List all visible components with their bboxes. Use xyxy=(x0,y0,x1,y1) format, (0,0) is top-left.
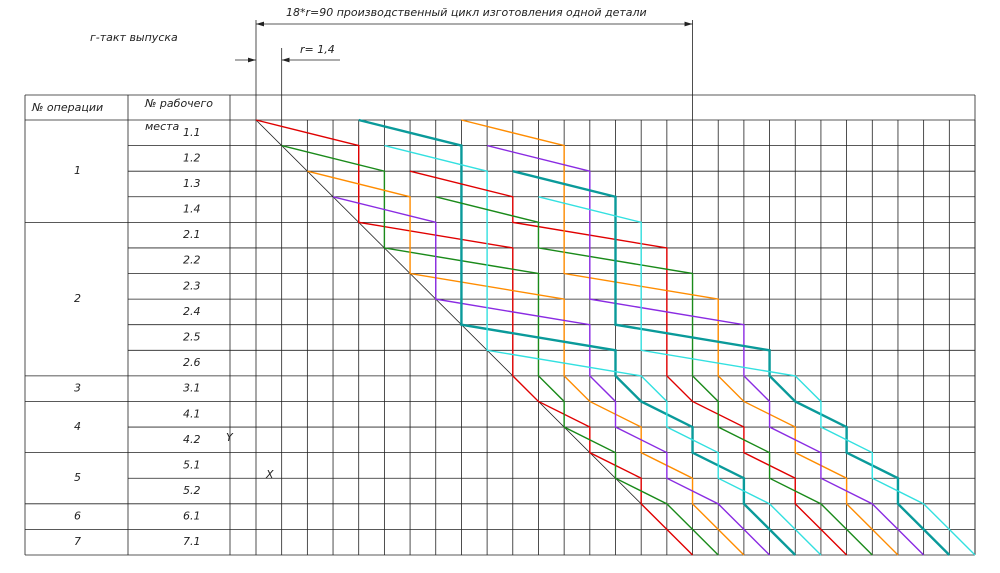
workplace-header: места xyxy=(145,120,180,133)
workplace-label: 2.2 xyxy=(183,254,201,267)
operation-header: № операции xyxy=(31,101,103,114)
diagonal xyxy=(255,119,693,556)
detail-path xyxy=(538,196,976,556)
workplace-label: 2.4 xyxy=(183,305,201,318)
workplace-label: 4.1 xyxy=(183,407,201,420)
workplace-label: 1.2 xyxy=(183,151,201,164)
operation-label: 5 xyxy=(74,471,81,484)
detail-path xyxy=(512,170,951,556)
workplace-label: 4.2 xyxy=(183,433,201,446)
operation-label: 1 xyxy=(74,164,81,177)
detail-path xyxy=(307,170,745,556)
takt-label: г-такт выпуска xyxy=(90,31,178,44)
operation-label: 3 xyxy=(74,382,81,395)
workplace-label: 5.1 xyxy=(183,458,201,471)
detail-path xyxy=(486,144,925,556)
workplace-label: 5.2 xyxy=(183,484,201,497)
detail-path xyxy=(281,144,719,556)
detail-path xyxy=(358,118,797,556)
workplace-label: 1.1 xyxy=(183,126,201,139)
cycle-label: 18*r=90 производственный цикл изготовлен… xyxy=(286,6,647,19)
workplace-label: 1.4 xyxy=(183,203,201,216)
operation-label: 2 xyxy=(74,292,81,305)
axis-mark: X xyxy=(265,468,274,481)
workplace-label: 3.1 xyxy=(183,382,201,395)
takt-value: r= 1,4 xyxy=(300,43,335,56)
workplace-label: 2.3 xyxy=(183,279,201,292)
detail-path xyxy=(461,119,899,556)
detail-path xyxy=(435,196,873,556)
workplace-label: 7.1 xyxy=(183,535,201,548)
workplace-label: 2.5 xyxy=(183,331,201,344)
workplace-label: 2.6 xyxy=(183,356,201,369)
detail-path xyxy=(384,144,822,556)
detail-path xyxy=(409,170,848,556)
operation-label: 6 xyxy=(74,510,81,523)
workplace-label: 6.1 xyxy=(183,510,201,523)
workplace-label: 1.3 xyxy=(183,177,201,190)
detail-path xyxy=(332,196,771,556)
operation-label: 4 xyxy=(74,420,81,433)
workplace-header: № рабочего xyxy=(144,97,213,110)
operation-label: 7 xyxy=(74,535,81,548)
workplace-label: 2.1 xyxy=(183,228,201,241)
